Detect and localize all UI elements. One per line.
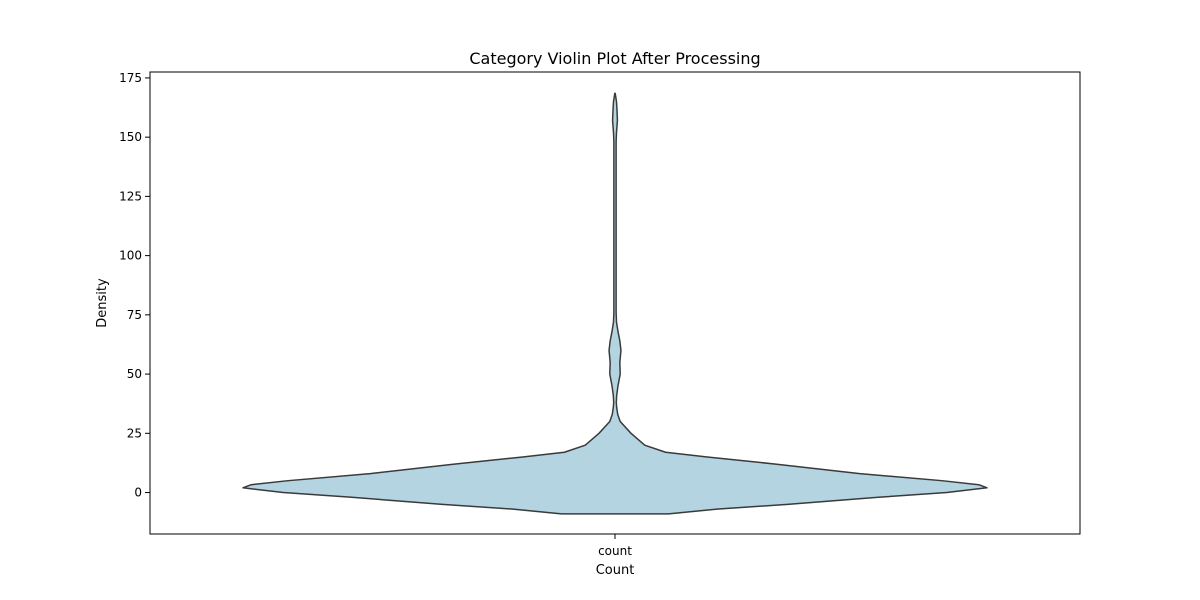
x-tick-label: count <box>598 544 632 558</box>
y-axis-label: Density <box>95 278 110 328</box>
y-tick-label: 125 <box>119 189 142 203</box>
y-axis: 0 25 50 75 100 125 150 175 <box>119 71 150 500</box>
y-tick-label: 0 <box>134 486 142 500</box>
x-axis-label: Count <box>596 563 635 578</box>
y-tick-label: 75 <box>127 308 142 322</box>
y-tick-label: 100 <box>119 249 142 263</box>
chart-title: Category Violin Plot After Processing <box>469 49 760 68</box>
y-tick-label: 175 <box>119 71 142 85</box>
violin-count <box>242 92 988 515</box>
y-tick-label: 150 <box>119 130 142 144</box>
y-tick-label: 50 <box>127 367 142 381</box>
y-tick-label: 25 <box>127 426 142 440</box>
x-axis: count <box>598 534 632 558</box>
plot-area <box>242 92 988 515</box>
